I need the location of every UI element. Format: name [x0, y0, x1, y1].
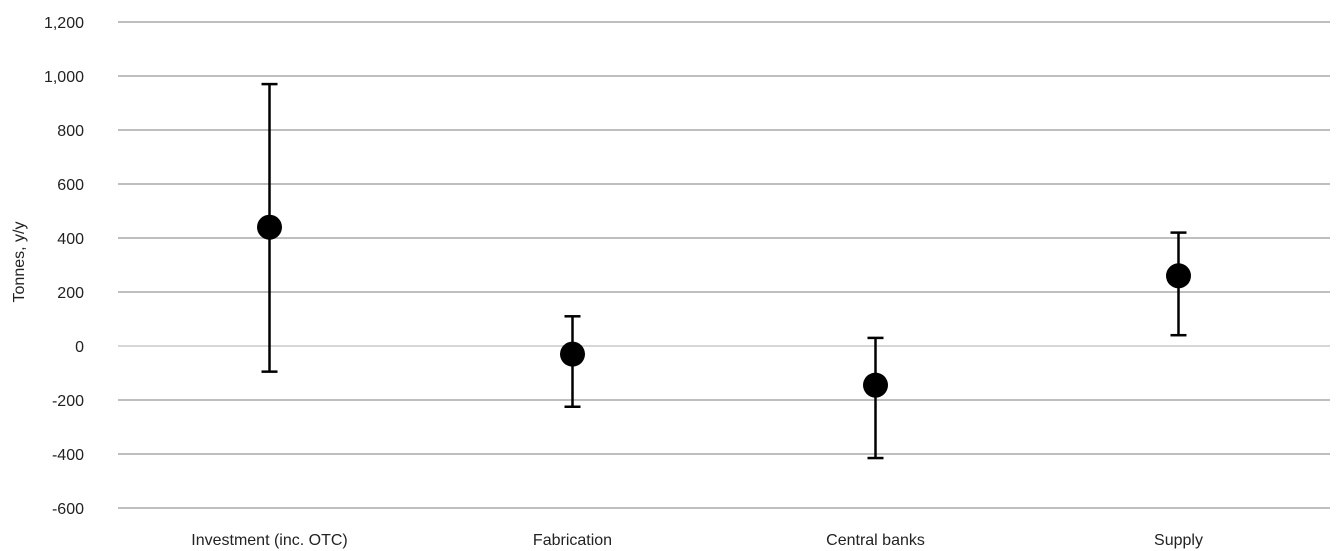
- data-point: [1166, 263, 1191, 289]
- y-tick-label: 200: [57, 285, 84, 302]
- data-points: [257, 214, 1191, 398]
- y-tick-label: 1,000: [44, 69, 84, 86]
- x-tick-label: Investment (inc. OTC): [191, 532, 347, 549]
- x-tick-label: Central banks: [826, 532, 925, 549]
- error-bars: [261, 82, 1187, 460]
- x-axis-tick-labels: Investment (inc. OTC) Fabrication Central …: [191, 532, 1203, 549]
- y-tick-label: 400: [57, 231, 84, 248]
- y-tick-label: 0: [75, 339, 84, 356]
- y-axis-tick-labels: 1,200 1,000 800 600 400 200 0 -200 -400 -600: [44, 15, 84, 518]
- data-point: [560, 341, 585, 367]
- data-point: [257, 214, 282, 240]
- y-tick-label: -400: [52, 447, 84, 464]
- gridlines: [118, 21, 1330, 509]
- y-tick-label: 1,200: [44, 15, 84, 32]
- y-tick-label: -600: [52, 501, 84, 518]
- x-tick-label: Supply: [1154, 532, 1203, 549]
- y-tick-label: -200: [52, 393, 84, 410]
- error-bar: [867, 336, 884, 460]
- y-tick-label: 600: [57, 177, 84, 194]
- x-tick-label: Fabrication: [533, 532, 612, 549]
- y-tick-label: 800: [57, 123, 84, 140]
- data-point: [863, 372, 888, 398]
- y-axis-title: Tonnes, y/y: [11, 222, 28, 303]
